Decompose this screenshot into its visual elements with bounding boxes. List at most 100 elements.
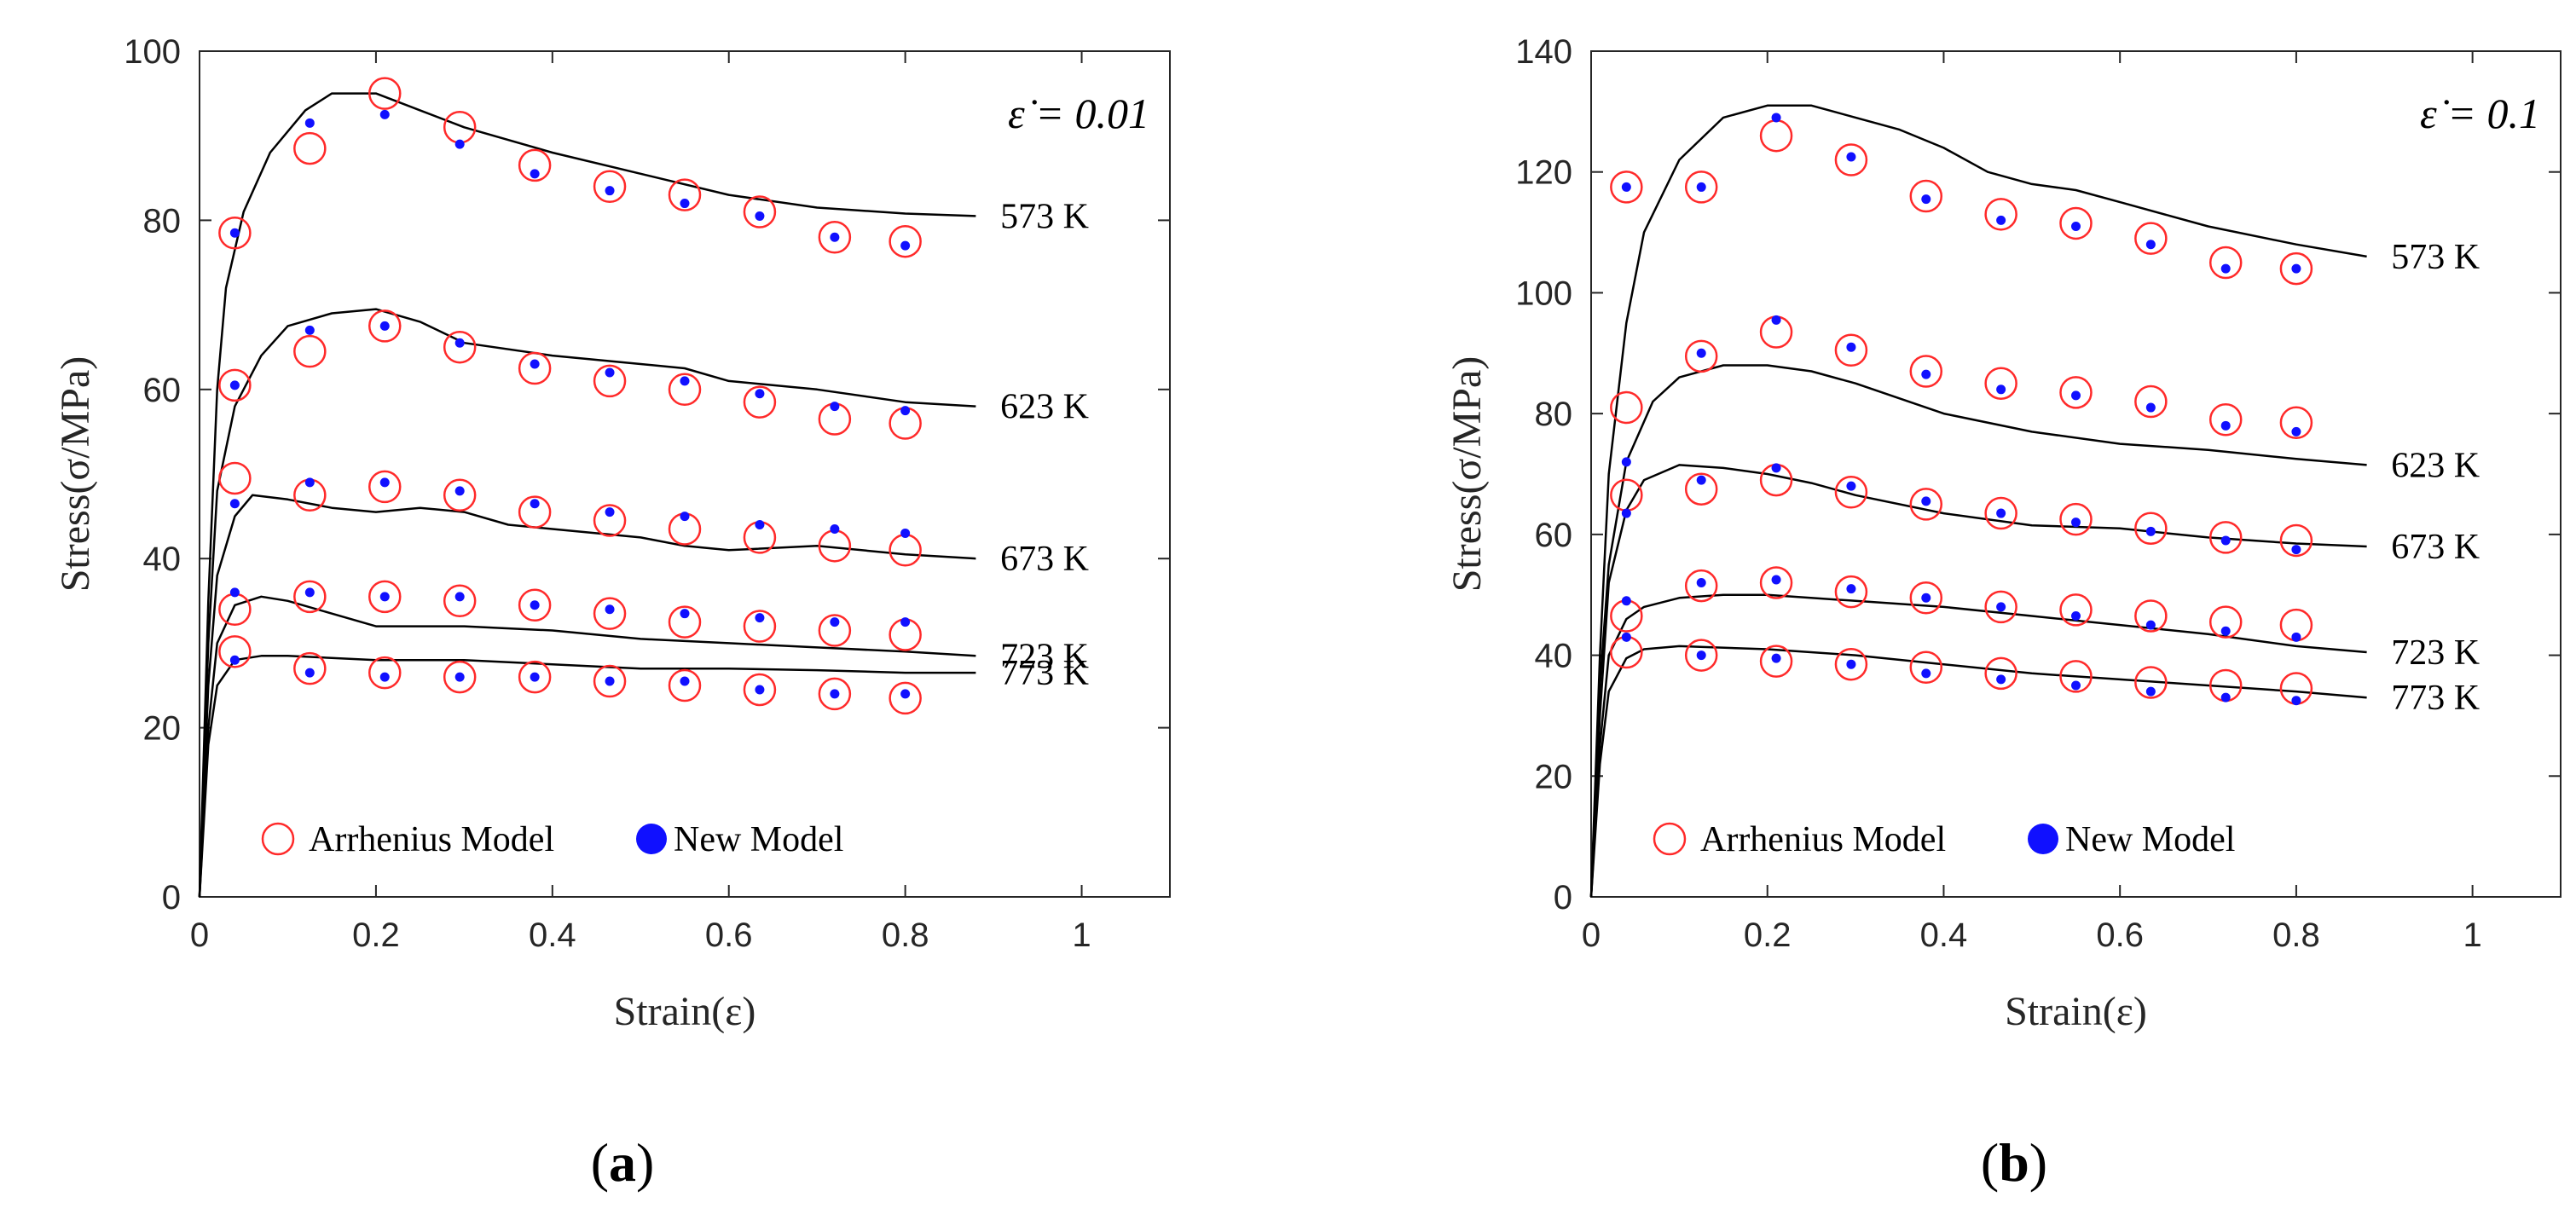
arrhenius-point [1759, 645, 1793, 678]
plot-area-frame [199, 50, 1171, 898]
arrhenius-point [293, 580, 327, 614]
new-model-point [2145, 686, 2156, 697]
experimental-curve [1589, 364, 2367, 898]
new-model-point [2220, 535, 2231, 546]
arrhenius-point [1909, 650, 1943, 684]
x-axis-label: Strain(ε) [614, 989, 756, 1034]
y-tick-label: 60 [143, 372, 182, 409]
y-tick-label: 100 [1515, 275, 1572, 312]
new-model-point [304, 325, 315, 335]
arrhenius-point [593, 664, 627, 698]
new-model-point [900, 617, 911, 627]
arrhenius-point [368, 309, 402, 343]
new-model-point [1696, 182, 1706, 192]
y-tick-label: 80 [143, 202, 182, 240]
y-tick-label: 140 [1515, 33, 1572, 71]
new-model-point [680, 512, 690, 522]
arrhenius-point [218, 217, 252, 250]
arrhenius-point [1984, 496, 2017, 530]
y-tick-label: 0 [1554, 879, 1572, 916]
arrhenius-point [1834, 575, 1868, 609]
y-tick-label: 100 [124, 33, 181, 71]
arrhenius-point [2134, 385, 2168, 419]
arrhenius-point [2134, 222, 2168, 255]
arrhenius-point [743, 673, 777, 707]
legend-new-model-marker [636, 824, 667, 854]
arrhenius-point [2279, 523, 2313, 558]
new-model-point [1621, 508, 1631, 518]
new-model-point [229, 380, 240, 390]
new-model-point [530, 169, 540, 179]
arrhenius-point [1984, 198, 2017, 231]
arrhenius-point [743, 385, 777, 419]
new-model-point [229, 655, 240, 665]
new-model-point [830, 617, 840, 627]
new-model-point [1771, 315, 1781, 325]
new-model-point [2291, 545, 2301, 555]
new-model-point [1921, 496, 1931, 506]
new-model-point [900, 240, 911, 251]
experimental-curve [198, 595, 976, 898]
new-model-point [605, 507, 615, 517]
new-model-point [1846, 481, 1856, 491]
new-model-point [2071, 611, 2081, 622]
new-model-point [680, 199, 690, 209]
temperature-label: 773 K [2391, 679, 2480, 718]
arrhenius-point [1834, 476, 1868, 509]
new-model-point [379, 109, 390, 119]
new-model-point [379, 672, 390, 682]
arrhenius-point [1684, 171, 1718, 204]
arrhenius-point [668, 178, 702, 211]
new-model-point [1771, 653, 1781, 663]
new-model-point [1621, 632, 1631, 642]
arrhenius-point [293, 651, 327, 685]
legend-arrhenius-marker [1653, 822, 1687, 856]
series-573-K: 573 K [198, 77, 1089, 898]
new-model-point [2071, 390, 2081, 401]
arrhenius-point [443, 478, 477, 512]
arrhenius-point [1610, 171, 1643, 204]
new-model-point [680, 376, 690, 386]
new-model-point [900, 406, 911, 416]
series-673-K: 673 K [1589, 463, 2480, 898]
new-model-point [1921, 369, 1931, 379]
arrhenius-point [368, 470, 402, 504]
new-model-point [2145, 620, 2156, 630]
new-model-point [830, 689, 840, 699]
legend-new-model-label: New Model [674, 820, 843, 859]
new-model-point [2071, 680, 2081, 691]
new-model-point [1996, 215, 2006, 225]
new-model-point [304, 668, 315, 678]
x-tick-label: 0 [1582, 916, 1601, 954]
arrhenius-point [818, 220, 852, 254]
temperature-label: 723 K [2391, 633, 2480, 673]
arrhenius-point [2279, 406, 2313, 440]
new-model-point [530, 499, 540, 509]
arrhenius-point [593, 170, 627, 203]
arrhenius-point [2134, 599, 2168, 633]
new-model-point [1771, 463, 1781, 473]
legend: Arrhenius Model New Model [1653, 820, 2235, 859]
new-model-point [1921, 194, 1931, 205]
new-model-point [304, 477, 315, 488]
x-tick-label: 0.8 [2272, 916, 2320, 954]
arrhenius-point [1834, 647, 1868, 681]
new-model-point [755, 211, 765, 221]
x-tick-label: 0.4 [529, 916, 576, 954]
panel-label: (b) [1981, 1132, 2047, 1193]
legend: Arrhenius Model New Model [261, 820, 843, 859]
series-623-K: 623 K [198, 308, 1089, 898]
y-tick-label: 20 [143, 710, 182, 748]
new-model-point [454, 672, 465, 682]
series-773-K: 773 K [1589, 632, 2480, 898]
x-tick-label: 0.4 [1920, 916, 1968, 954]
temperature-label: 623 K [1000, 388, 1089, 427]
new-model-point [2220, 692, 2231, 703]
experimental-curve [1589, 104, 2367, 898]
new-model-point [229, 587, 240, 598]
x-axis-label: Strain(ε) [2005, 989, 2147, 1034]
arrhenius-point [443, 660, 477, 694]
temperature-label: 723 K [1000, 637, 1089, 676]
temperature-label: 623 K [2391, 446, 2480, 485]
new-model-point [605, 676, 615, 686]
